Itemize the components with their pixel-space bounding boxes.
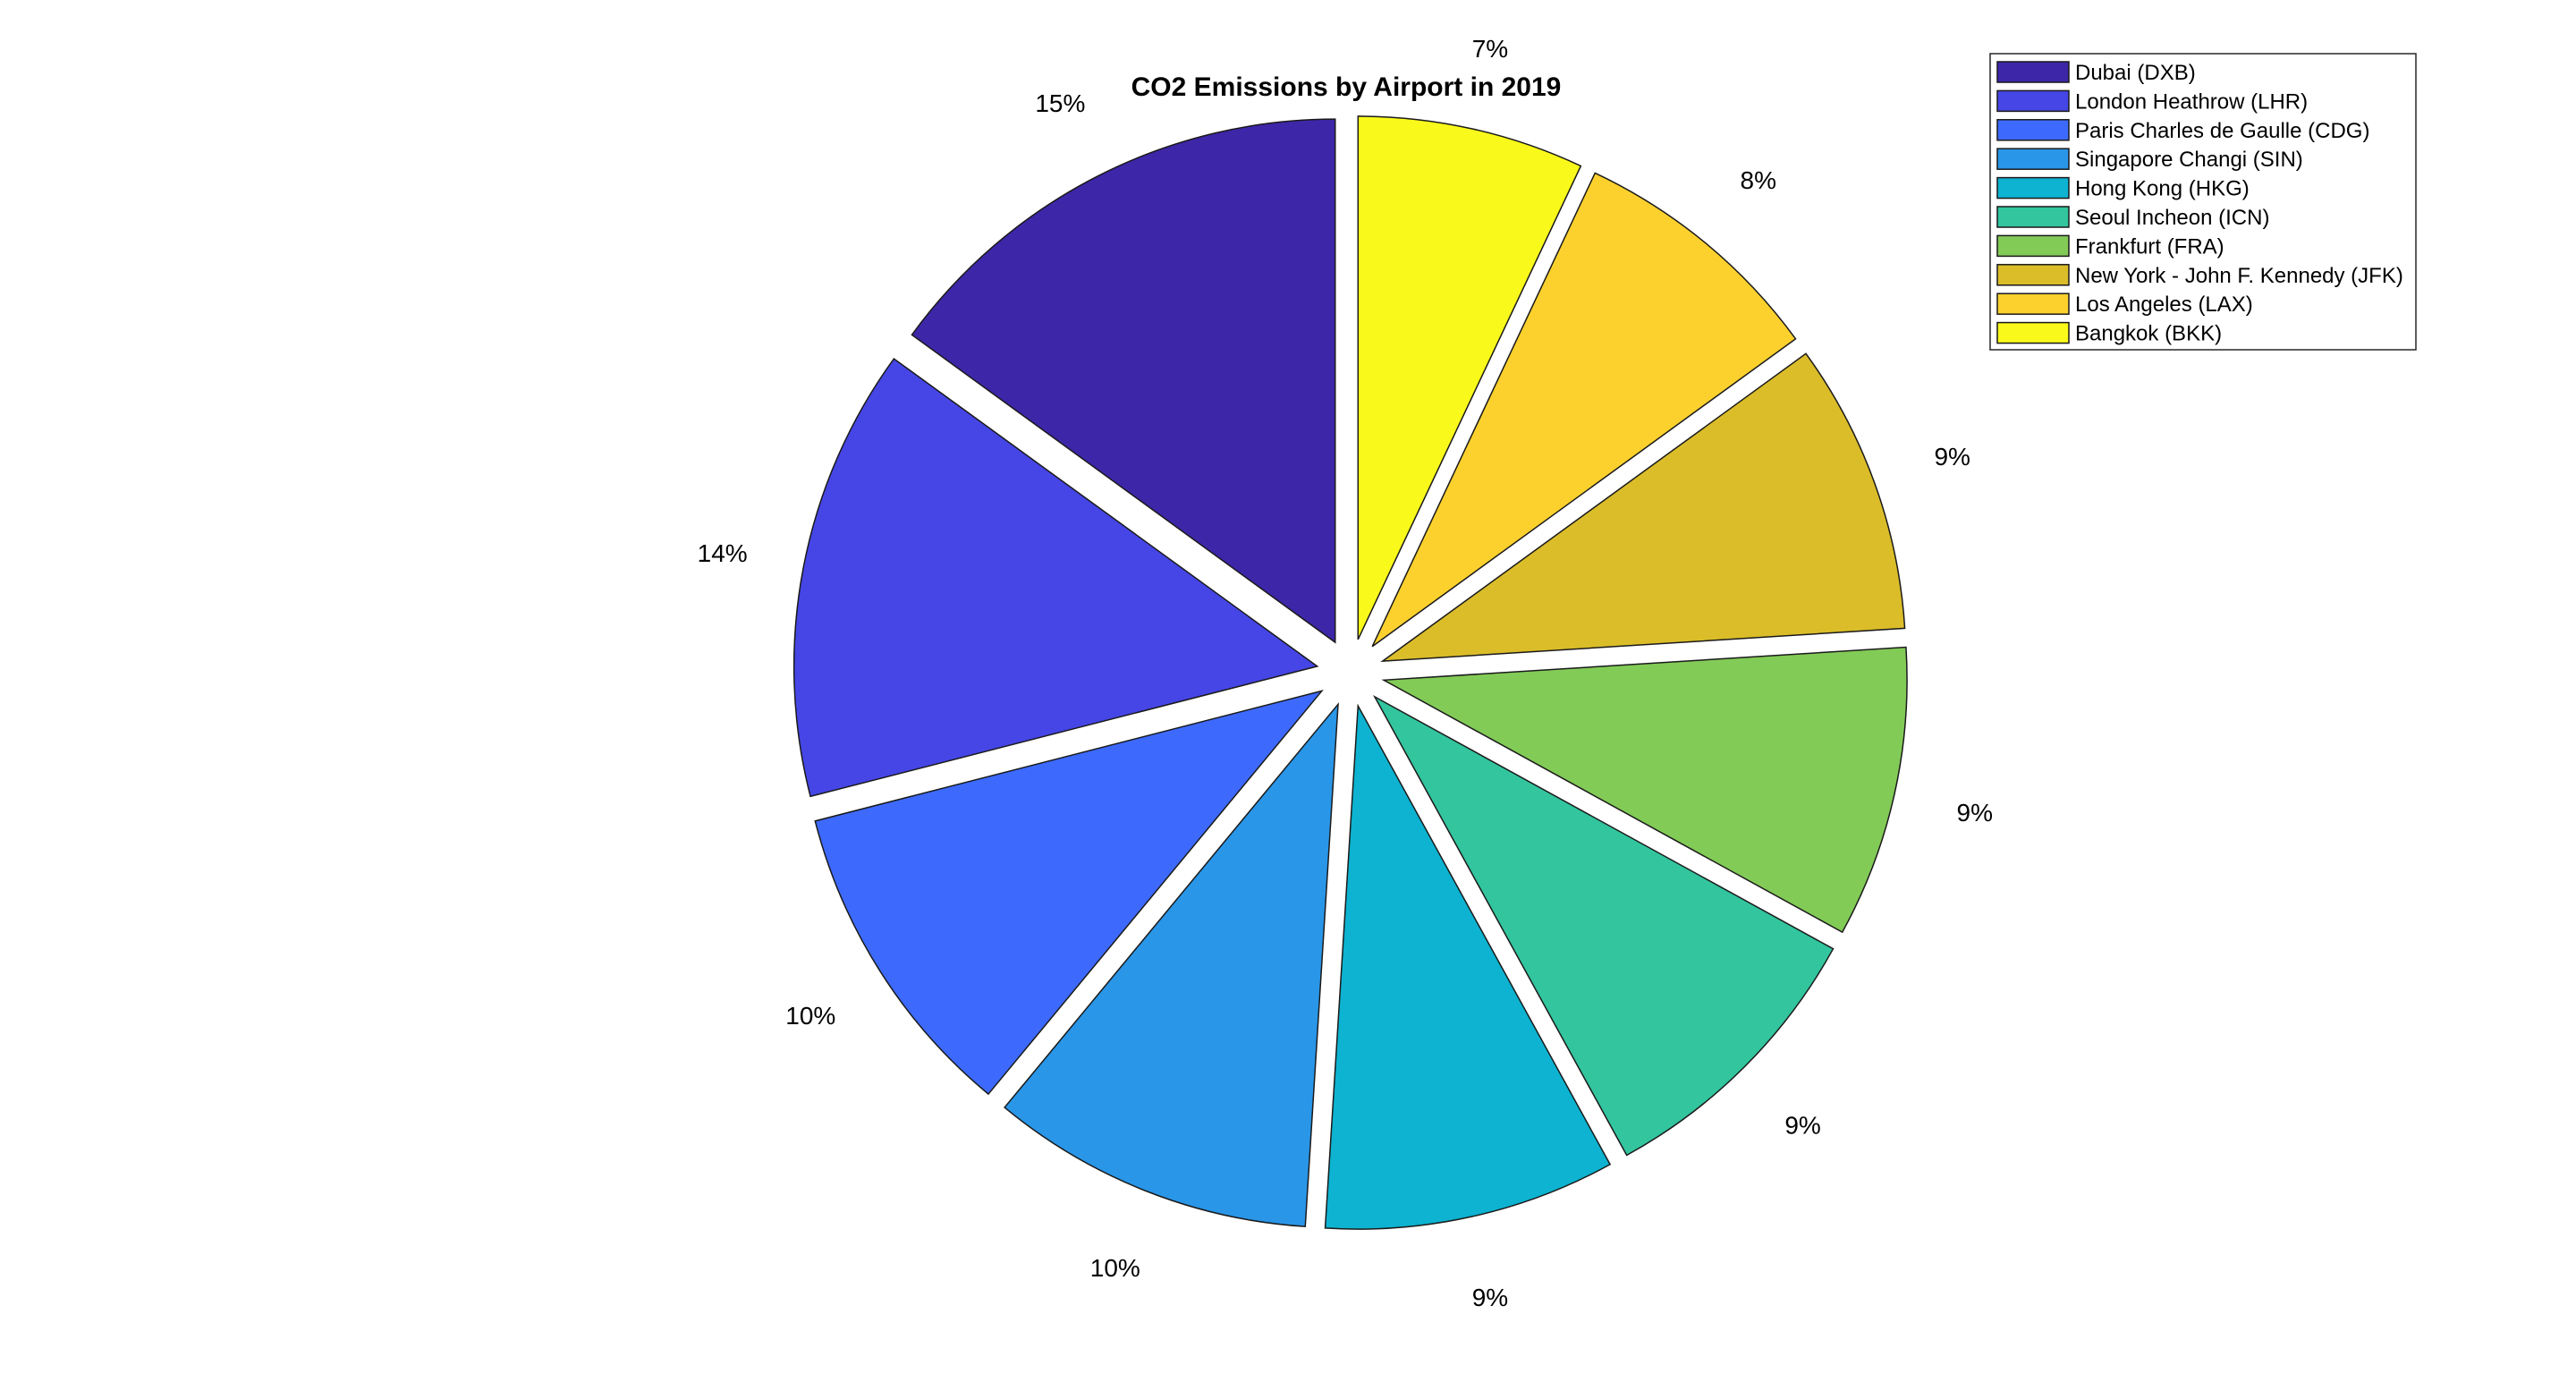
chart-title: CO2 Emissions by Airport in 2019 [1131,72,1562,102]
legend-swatch [1996,176,2070,199]
pie-slice [1324,703,1612,1230]
legend-entry-label: New York - John F. Kennedy (JFK) [2075,264,2403,288]
legend-entry-label: Dubai (DXB) [2075,61,2196,85]
legend-entry-label: Singapore Changi (SIN) [2075,148,2303,172]
legend-swatch [1996,119,2070,141]
legend-swatch [1996,234,2070,258]
legend-swatch [1996,264,2070,286]
pie-slice [814,690,1324,1096]
legend-swatch [1996,61,2070,83]
slice-percent-label: 9% [1934,443,1970,471]
pie-slice [1381,646,1908,934]
pie-slice [1357,115,1582,640]
slice-percent-label: 9% [1957,799,1993,827]
slice-percent-label: 9% [1472,1284,1508,1311]
percent-labels: 15% 14% 10% 10% 9% 9% 9% 9% 8% 7% [698,35,1993,1311]
legend-entry-label: Paris Charles de Gaulle (CDG) [2075,119,2369,143]
legend-swatch [1996,89,2070,113]
legend-swatch [1996,206,2070,228]
pie-slice [1371,172,1797,648]
pie-slice [792,357,1319,798]
legend-entry-label: Seoul Incheon (ICN) [2075,206,2269,230]
slice-percent-label: 14% [698,539,748,567]
legend-entry-label: Hong Kong (HKG) [2075,177,2250,201]
slice-percent-label: 10% [1090,1254,1140,1282]
slice-percent-label: 10% [785,1002,835,1030]
pie-slice [1372,694,1835,1157]
legend-swatch [1996,321,2070,344]
legend-swatch [1996,293,2070,315]
slice-percent-label: 8% [1741,166,1776,194]
slice-percent-label: 7% [1472,35,1508,63]
legend-entry-label: Frankfurt (FRA) [2075,234,2224,259]
pie-slice [1380,352,1906,663]
pie-slice [1004,702,1339,1227]
legend-entry-label: Bangkok (BKK) [2075,322,2222,346]
pie-slice [911,118,1336,644]
legend-swatch [1996,148,2070,170]
pie-slices [792,115,1908,1230]
slice-percent-label: 9% [1784,1112,1820,1140]
legend-entry-label: London Heathrow (LHR) [2075,89,2308,114]
legend-entry-label: Los Angeles (LAX) [2075,293,2253,317]
slice-percent-label: 15% [1035,89,1085,117]
legend: Dubai (DXB) London Heathrow (LHR) Paris Ch… [1989,53,2417,351]
